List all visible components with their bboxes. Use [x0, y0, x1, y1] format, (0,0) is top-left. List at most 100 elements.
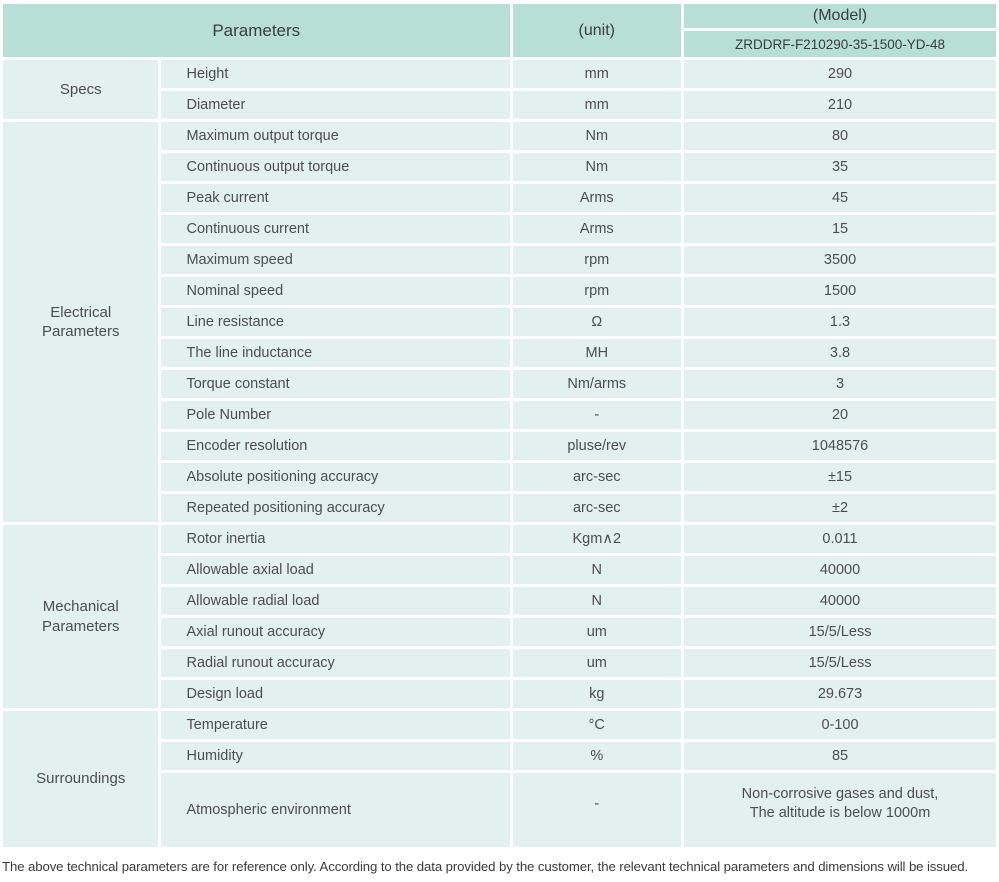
table-row: Nominal speed rpm 1500 — [3, 277, 996, 305]
table-row: Design load kg 29.673 — [3, 680, 996, 708]
table-row: Allowable radial load N 40000 — [3, 587, 996, 615]
table-row: Humidity % 85 — [3, 742, 996, 770]
table-header: Parameters (unit) (Model) ZRDDRF-F210290… — [3, 4, 996, 57]
param-name: Continuous output torque — [161, 153, 510, 181]
table-row: Encoder resolution pluse/rev 1048576 — [3, 432, 996, 460]
param-name: Absolute positioning accuracy — [161, 463, 510, 491]
param-name: Diameter — [161, 91, 510, 119]
param-value: 1500 — [684, 277, 996, 305]
table-row: Axial runout accuracy um 15/5/Less — [3, 618, 996, 646]
param-unit: Arms — [512, 184, 682, 212]
table-row: Line resistance Ω 1.3 — [3, 308, 996, 336]
table-row: Atmospheric environment - Non-corrosive … — [3, 773, 996, 847]
param-value: 29.673 — [684, 680, 996, 708]
header-model-number: ZRDDRF-F210290-35-1500-YD-48 — [684, 31, 996, 57]
param-unit: rpm — [512, 277, 682, 305]
param-name: Height — [161, 60, 510, 88]
table-row: Maximum speed rpm 3500 — [3, 246, 996, 274]
group-label-specs: Specs — [3, 60, 159, 119]
param-unit: Nm/arms — [512, 370, 682, 398]
table-row: Diameter mm 210 — [3, 91, 996, 119]
param-value: 0-100 — [684, 711, 996, 739]
param-name: Peak current — [161, 184, 510, 212]
param-value: ±2 — [684, 494, 996, 522]
param-name: Repeated positioning accuracy — [161, 494, 510, 522]
param-name: Nominal speed — [161, 277, 510, 305]
param-unit: pluse/rev — [512, 432, 682, 460]
param-unit: um — [512, 618, 682, 646]
param-value: 1.3 — [684, 308, 996, 336]
param-unit: mm — [512, 60, 682, 88]
param-unit: % — [512, 742, 682, 770]
footnote: The above technical parameters are for r… — [2, 859, 969, 874]
table-row: Peak current Arms 45 — [3, 184, 996, 212]
param-value: 40000 — [684, 556, 996, 584]
param-name: Line resistance — [161, 308, 510, 336]
param-unit: arc-sec — [512, 463, 682, 491]
table-row: The line inductance MH 3.8 — [3, 339, 996, 367]
param-value: 210 — [684, 91, 996, 119]
param-unit: Nm — [512, 153, 682, 181]
param-name: Maximum speed — [161, 246, 510, 274]
param-value: 20 — [684, 401, 996, 429]
param-value: 1048576 — [684, 432, 996, 460]
table-row: Mechanical Parameters Rotor inertia Kgm∧… — [3, 525, 996, 708]
table-row: Radial runout accuracy um 15/5/Less — [3, 649, 996, 677]
param-name: Design load — [161, 680, 510, 708]
param-value: 80 — [684, 122, 996, 150]
param-name: Axial runout accuracy — [161, 618, 510, 646]
param-unit: Kgm∧2 — [512, 525, 682, 553]
param-unit: rpm — [512, 246, 682, 274]
param-name: Allowable radial load — [161, 587, 510, 615]
param-value: 3500 — [684, 246, 996, 274]
param-unit: kg — [512, 680, 682, 708]
param-unit: - — [512, 773, 682, 847]
group-label-electrical: Electrical Parameters — [3, 122, 159, 522]
table-row: Specs Height mm 290 — [3, 60, 996, 119]
header-unit: (unit) — [512, 4, 682, 57]
table-row: Repeated positioning accuracy arc-sec ±2 — [3, 494, 996, 522]
param-name: Atmospheric environment — [161, 773, 510, 847]
table-row: Pole Number - 20 — [3, 401, 996, 429]
param-name: Encoder resolution — [161, 432, 510, 460]
param-name: Rotor inertia — [161, 525, 510, 553]
param-value: 45 — [684, 184, 996, 212]
param-value: 3 — [684, 370, 996, 398]
param-name: Maximum output torque — [161, 122, 510, 150]
table-row: Allowable axial load N 40000 — [3, 556, 996, 584]
param-name: Temperature — [161, 711, 510, 739]
table-row: Electrical Parameters Maximum output tor… — [3, 122, 996, 522]
param-value: Non-corrosive gases and dust, The altitu… — [684, 773, 996, 847]
param-unit: MH — [512, 339, 682, 367]
group-label-surroundings: Surroundings — [3, 711, 159, 847]
param-unit: Arms — [512, 215, 682, 243]
param-name: The line inductance — [161, 339, 510, 367]
param-value: 15/5/Less — [684, 649, 996, 677]
header-model: (Model) — [684, 4, 996, 28]
param-value: ±15 — [684, 463, 996, 491]
param-unit: Ω — [512, 308, 682, 336]
param-unit: N — [512, 556, 682, 584]
header-parameters: Parameters — [3, 4, 510, 57]
param-name: Radial runout accuracy — [161, 649, 510, 677]
param-value: 15/5/Less — [684, 618, 996, 646]
table-row: Absolute positioning accuracy arc-sec ±1… — [3, 463, 996, 491]
param-value: 35 — [684, 153, 996, 181]
table-row: Continuous output torque Nm 35 — [3, 153, 996, 181]
param-unit: mm — [512, 91, 682, 119]
param-unit: N — [512, 587, 682, 615]
table-row: Torque constant Nm/arms 3 — [3, 370, 996, 398]
spec-table: Parameters (unit) (Model) ZRDDRF-F210290… — [0, 1, 999, 850]
param-value: 40000 — [684, 587, 996, 615]
table-row: Continuous current Arms 15 — [3, 215, 996, 243]
param-name: Humidity — [161, 742, 510, 770]
param-unit: Nm — [512, 122, 682, 150]
param-value: 85 — [684, 742, 996, 770]
table-row: Surroundings Temperature °C 0-100 — [3, 711, 996, 847]
param-name: Continuous current — [161, 215, 510, 243]
param-unit: - — [512, 401, 682, 429]
param-value: 3.8 — [684, 339, 996, 367]
param-unit: arc-sec — [512, 494, 682, 522]
param-unit: um — [512, 649, 682, 677]
